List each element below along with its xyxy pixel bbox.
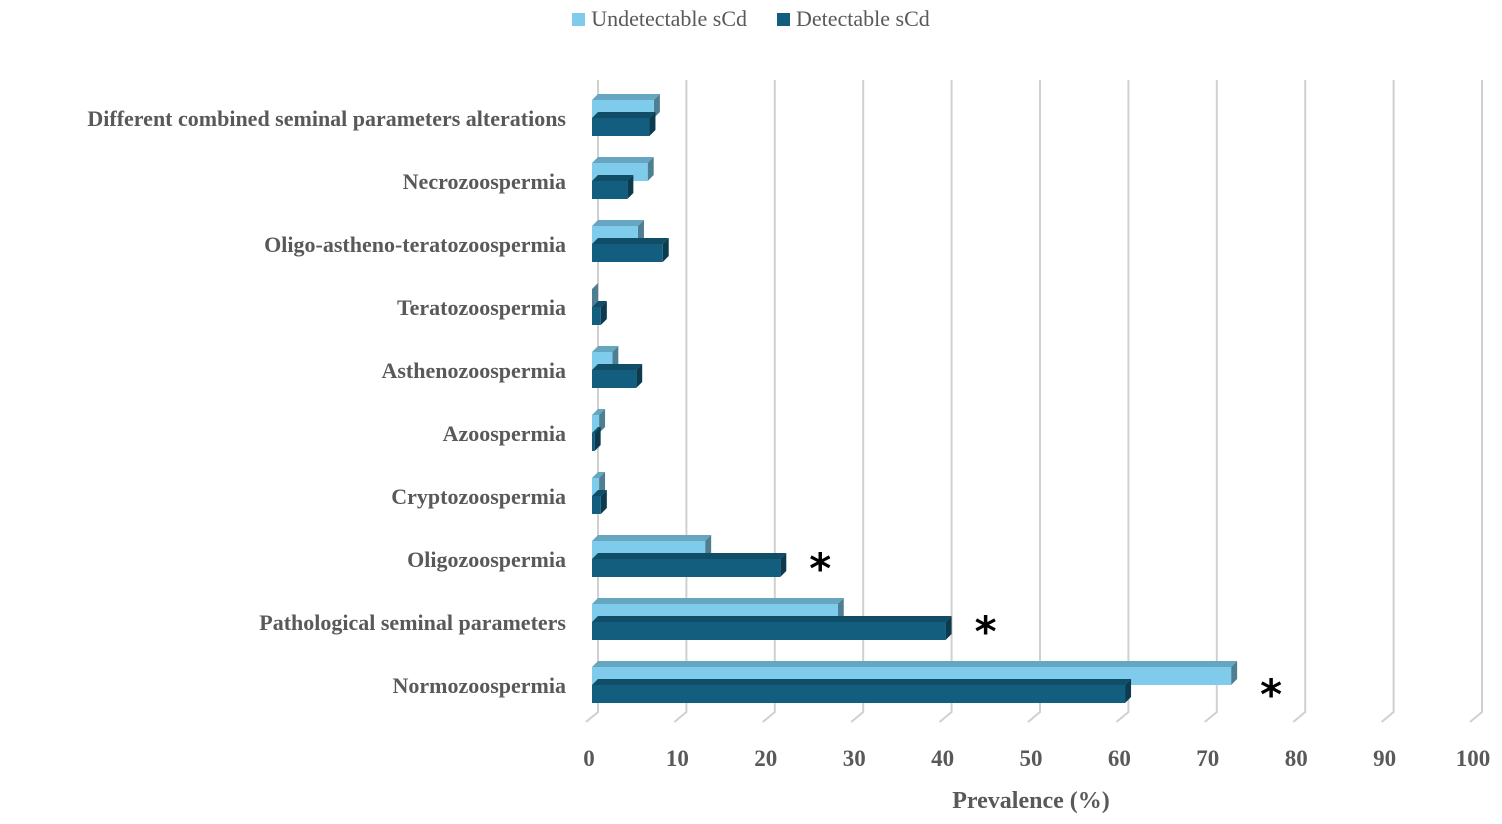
category-label: Oligozoospermia [407,547,566,572]
gridline [1469,80,1483,723]
legend-label-undetectable: Undetectable sCd [591,6,747,31]
gridline [1027,80,1041,723]
gridline [1115,80,1130,723]
gridline [938,80,953,723]
bars [592,94,1238,703]
category-label: Asthenozoospermia [381,358,566,383]
x-tick-label: 30 [843,746,866,771]
gridline [1204,80,1218,723]
annotations: * * * [809,544,1282,719]
bar-detectable [592,175,634,199]
gridline [1380,80,1395,723]
category-label: Cryptozoospermia [391,484,566,509]
gridline [1292,80,1307,723]
category-labels: Different combined seminal parameters al… [87,106,566,698]
category-label: Normozoospermia [392,673,566,698]
x-tick-label: 80 [1285,746,1308,771]
gridline [762,80,776,723]
category-label: Necrozoospermia [403,169,566,194]
bar-detectable [592,616,952,640]
gridline [850,80,865,723]
category-label: Teratozoospermia [397,295,566,320]
x-tick-label: 0 [583,746,595,771]
x-axis-title: Prevalence (%) [952,788,1110,814]
bar-undetectable [592,283,598,307]
significance-marker: * [975,607,997,656]
category-label: Oligo-astheno-teratozoospermia [264,232,566,257]
significance-marker: * [809,544,831,593]
significance-marker: * [1260,670,1282,719]
bar-detectable [592,490,607,514]
tick-labels: 0 10 20 30 40 50 60 70 80 90 100 [583,746,1490,771]
bar-detectable [592,238,669,262]
legend-swatch-detectable [777,12,790,26]
legend-label-detectable: Detectable sCd [796,6,930,31]
x-tick-label: 60 [1108,746,1131,771]
category-label: Pathological seminal parameters [259,610,566,635]
x-tick-label: 10 [666,746,689,771]
x-tick-label: 20 [754,746,777,771]
legend-swatch-undetectable [572,12,586,26]
gridline [673,80,688,723]
category-label: Azoospermia [443,421,566,446]
legend-item-detectable: Detectable sCd [777,6,930,32]
x-tick-label: 70 [1196,746,1219,771]
legend-item-undetectable: Undetectable sCd [572,6,747,32]
x-tick-label: 90 [1373,746,1396,771]
bar-detectable [592,112,656,136]
legend: Undetectable sCd Detectable sCd [0,6,1502,32]
category-label: Different combined seminal parameters al… [87,106,566,131]
bar-detectable [592,679,1132,703]
gridlines [585,80,1483,723]
x-tick-label: 40 [931,746,954,771]
bar-detectable [592,553,787,577]
bar-detectable [592,301,607,325]
bar-detectable [592,364,643,388]
x-tick-label: 50 [1020,746,1043,771]
bar-detectable [592,427,601,451]
x-tick-label: 100 [1456,746,1491,771]
